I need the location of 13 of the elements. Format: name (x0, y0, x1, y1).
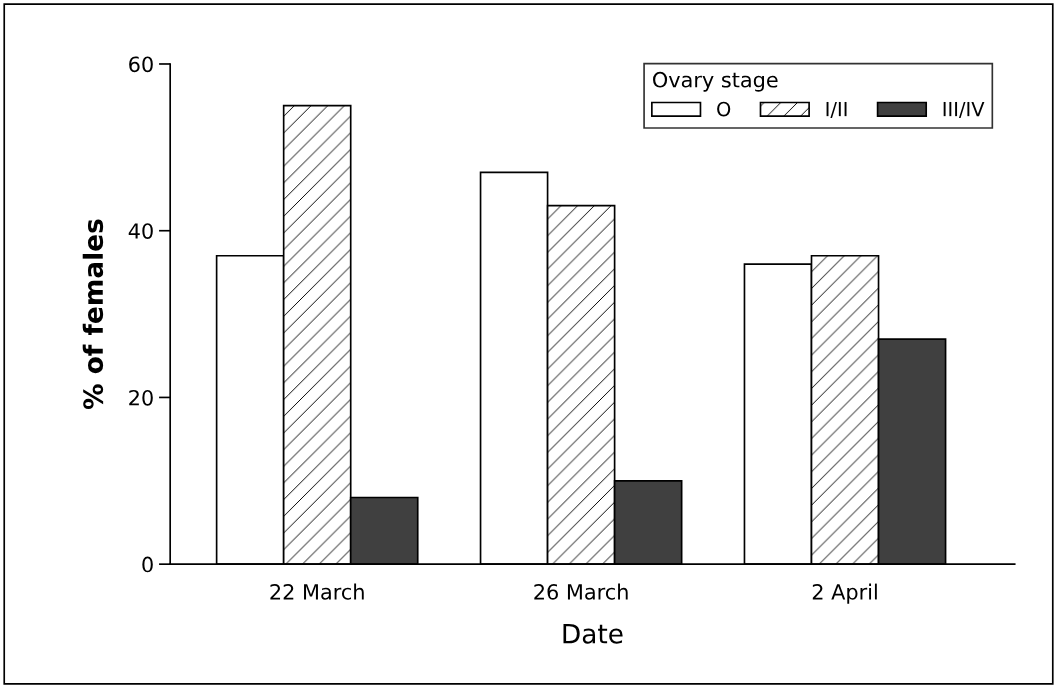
legend-label: III/IV (943, 101, 985, 118)
legend-label: O (717, 101, 731, 117)
y-axis-title: % of females (82, 219, 104, 410)
y-tick-label: 60 (129, 56, 153, 73)
y-tick-label: 20 (129, 389, 153, 406)
legend-label: I/II (826, 101, 847, 118)
y-tick-label: 40 (128, 223, 153, 239)
legend-title: Ovary stage (653, 71, 778, 92)
x-tick-label: 2 April (812, 583, 877, 604)
x-axis-title: Date (563, 624, 623, 644)
x-tick-label: 26 March (534, 583, 628, 600)
y-tick-label: 0 (142, 556, 153, 573)
x-tick-label: 22 March (270, 583, 364, 600)
